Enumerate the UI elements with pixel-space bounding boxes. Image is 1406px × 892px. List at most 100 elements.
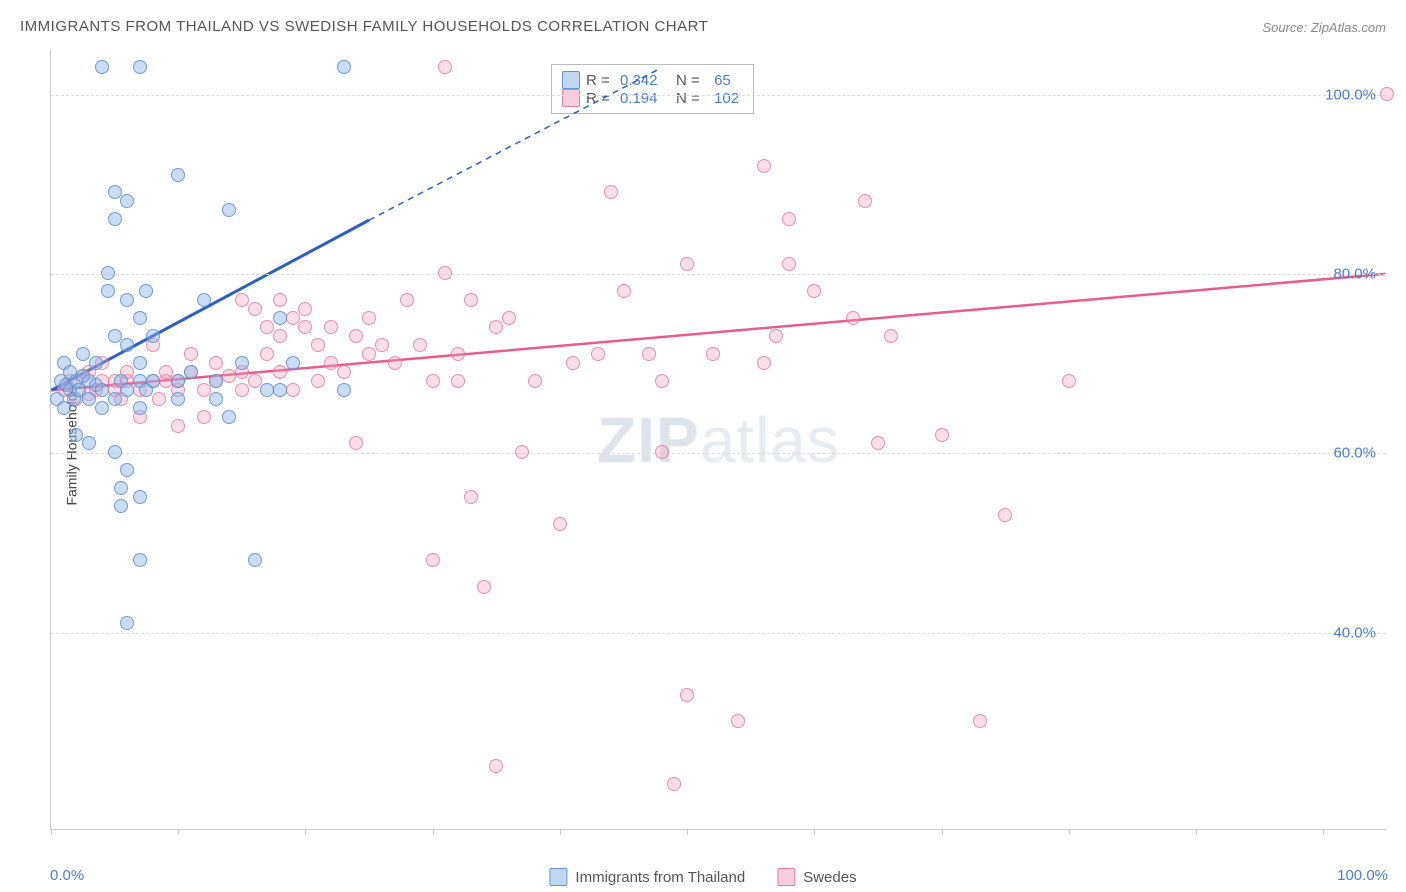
- data-point: [349, 436, 363, 450]
- data-point: [82, 392, 96, 406]
- swatch-series-b-icon: [777, 868, 795, 886]
- data-point: [95, 383, 109, 397]
- data-point: [680, 688, 694, 702]
- data-point: [184, 365, 198, 379]
- r-value-b: 0.194: [620, 90, 658, 107]
- data-point: [120, 194, 134, 208]
- x-tick: [560, 829, 561, 835]
- data-point: [655, 445, 669, 459]
- data-point: [152, 392, 166, 406]
- legend-item-b: Swedes: [777, 868, 856, 886]
- source-name: ZipAtlas.com: [1311, 20, 1386, 35]
- data-point: [324, 320, 338, 334]
- data-point: [286, 311, 300, 325]
- data-point: [248, 553, 262, 567]
- watermark-bold: ZIP: [597, 404, 700, 476]
- x-tick: [1069, 829, 1070, 835]
- x-tick: [1323, 829, 1324, 835]
- gridline-h: [51, 633, 1386, 634]
- data-point: [133, 356, 147, 370]
- watermark: ZIPatlas: [597, 403, 840, 477]
- gridline-h: [51, 274, 1386, 275]
- data-point: [95, 401, 109, 415]
- data-point: [413, 338, 427, 352]
- data-point: [362, 347, 376, 361]
- legend-item-a: Immigrants from Thailand: [549, 868, 745, 886]
- data-point: [133, 401, 147, 415]
- data-point: [76, 347, 90, 361]
- data-point: [171, 392, 185, 406]
- data-point: [489, 759, 503, 773]
- data-point: [591, 347, 605, 361]
- x-tick: [1196, 829, 1197, 835]
- data-point: [260, 320, 274, 334]
- scatter-plot-area: ZIPatlas R = 0.342 N = 65 R = 0.194 N = …: [50, 50, 1386, 830]
- swatch-series-a-icon: [562, 71, 580, 89]
- swatch-series-a-icon: [549, 868, 567, 886]
- data-point: [171, 419, 185, 433]
- data-point: [69, 428, 83, 442]
- data-point: [133, 311, 147, 325]
- data-point: [248, 302, 262, 316]
- data-point: [362, 311, 376, 325]
- data-point: [337, 60, 351, 74]
- r-value-a: 0.342: [620, 72, 658, 89]
- data-point: [101, 266, 115, 280]
- data-point: [757, 159, 771, 173]
- n-value-b: 102: [714, 90, 739, 107]
- data-point: [171, 374, 185, 388]
- data-point: [769, 329, 783, 343]
- data-point: [273, 383, 287, 397]
- data-point: [324, 356, 338, 370]
- data-point: [451, 374, 465, 388]
- data-point: [82, 436, 96, 450]
- data-point: [337, 365, 351, 379]
- data-point: [108, 212, 122, 226]
- data-point: [464, 293, 478, 307]
- data-point: [95, 60, 109, 74]
- data-point: [349, 329, 363, 343]
- stats-row-series-b: R = 0.194 N = 102: [562, 89, 739, 107]
- source-prefix: Source:: [1262, 20, 1310, 35]
- data-point: [426, 553, 440, 567]
- data-point: [489, 320, 503, 334]
- data-point: [108, 445, 122, 459]
- data-point: [337, 383, 351, 397]
- y-tick-label: 60.0%: [1333, 445, 1376, 462]
- data-point: [235, 383, 249, 397]
- source-attribution: Source: ZipAtlas.com: [1262, 20, 1386, 35]
- x-tick-min: 0.0%: [50, 867, 84, 884]
- n-label: N =: [663, 90, 708, 107]
- data-point: [438, 266, 452, 280]
- data-point: [706, 347, 720, 361]
- swatch-series-b-icon: [562, 89, 580, 107]
- data-point: [222, 203, 236, 217]
- data-point: [260, 347, 274, 361]
- data-point: [209, 356, 223, 370]
- data-point: [464, 490, 478, 504]
- legend-label-b: Swedes: [803, 869, 856, 886]
- data-point: [159, 365, 173, 379]
- x-tick: [178, 829, 179, 835]
- data-point: [375, 338, 389, 352]
- data-point: [235, 356, 249, 370]
- data-point: [197, 410, 211, 424]
- data-point: [248, 374, 262, 388]
- data-point: [108, 329, 122, 343]
- data-point: [298, 320, 312, 334]
- data-point: [209, 392, 223, 406]
- data-point: [108, 392, 122, 406]
- x-tick: [942, 829, 943, 835]
- data-point: [871, 436, 885, 450]
- x-tick: [687, 829, 688, 835]
- data-point: [101, 284, 115, 298]
- data-point: [286, 356, 300, 370]
- data-point: [426, 374, 440, 388]
- data-point: [146, 329, 160, 343]
- data-point: [1062, 374, 1076, 388]
- data-point: [114, 499, 128, 513]
- data-point: [757, 356, 771, 370]
- data-point: [114, 481, 128, 495]
- data-point: [209, 374, 223, 388]
- r-label: R =: [586, 90, 614, 107]
